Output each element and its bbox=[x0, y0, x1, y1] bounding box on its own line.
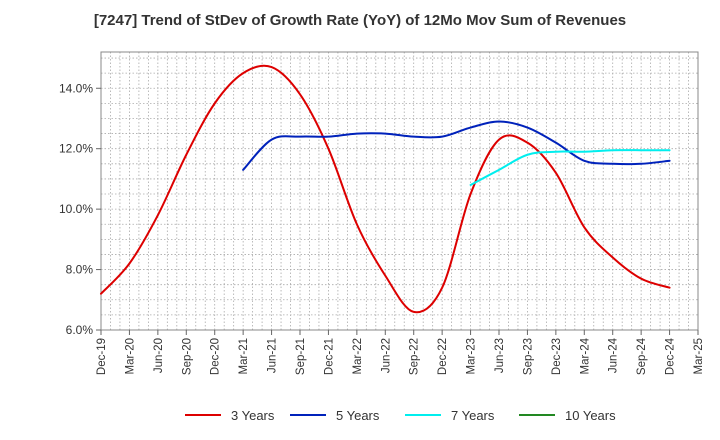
legend-item-10-years: 10 Years bbox=[519, 404, 616, 426]
x-tick-label: Sep-20 bbox=[181, 338, 193, 375]
y-tick-label: 12.0% bbox=[59, 142, 93, 156]
plot-area-border bbox=[100, 51, 699, 331]
x-tick-label: Mar-21 bbox=[238, 338, 250, 374]
y-axis-ticks: 6.0% 8.0% 10.0% 12.0% 14.0% bbox=[59, 81, 101, 337]
legend-item-7-years: 7 Years bbox=[405, 404, 494, 426]
x-tick-label: Jun-20 bbox=[153, 338, 165, 373]
y-tick-label: 6.0% bbox=[66, 323, 94, 337]
x-tick-label: Sep-22 bbox=[409, 338, 421, 375]
series-line-7-years bbox=[469, 149, 671, 186]
legend-item-3-years: 3 Years bbox=[185, 404, 274, 426]
legend-swatch-7-years bbox=[405, 414, 441, 416]
series-lines bbox=[100, 64, 671, 314]
x-tick-label: Sep-21 bbox=[295, 338, 307, 375]
legend-label-3-years: 3 Years bbox=[231, 407, 275, 423]
y-tick-label: 8.0% bbox=[66, 263, 94, 277]
legend-label-5-years: 5 Years bbox=[336, 407, 380, 423]
x-tick-label: Dec-22 bbox=[437, 338, 449, 375]
legend-swatch-10-years bbox=[519, 414, 555, 416]
legend: 3 Years 5 Years 7 Years 10 Years bbox=[0, 404, 720, 426]
x-tick-label: Mar-25 bbox=[693, 338, 705, 374]
legend-swatch-5-years bbox=[290, 414, 326, 416]
legend-item-5-years: 5 Years bbox=[290, 404, 379, 426]
legend-swatch-3-years bbox=[185, 414, 221, 416]
x-tick-label: Mar-22 bbox=[352, 338, 364, 374]
legend-label-7-years: 7 Years bbox=[451, 407, 495, 423]
x-tick-label: Sep-23 bbox=[522, 338, 534, 375]
x-tick-label: Jun-24 bbox=[608, 337, 620, 373]
grid-lines bbox=[101, 52, 698, 330]
series-line-5-years bbox=[242, 120, 671, 171]
x-tick-label: Mar-24 bbox=[579, 337, 591, 374]
series-line-3-years bbox=[100, 64, 671, 314]
x-tick-label: Jun-22 bbox=[380, 338, 392, 373]
x-tick-label: Dec-24 bbox=[665, 337, 677, 375]
x-tick-label: Dec-20 bbox=[210, 338, 222, 375]
x-tick-label: Jun-23 bbox=[494, 338, 506, 373]
x-tick-label: Mar-20 bbox=[124, 338, 136, 374]
legend-label-10-years: 10 Years bbox=[565, 407, 616, 423]
x-axis-ticks: Dec-19 Mar-20 Jun-20 Sep-20 Dec-20 Mar-21 Jun-… bbox=[96, 330, 705, 375]
x-tick-label: Jun-21 bbox=[267, 338, 279, 373]
y-tick-label: 10.0% bbox=[59, 202, 93, 216]
x-tick-label: Dec-21 bbox=[323, 338, 335, 375]
x-tick-label: Mar-23 bbox=[466, 338, 478, 374]
x-tick-label: Sep-24 bbox=[636, 337, 648, 375]
y-tick-label: 14.0% bbox=[59, 81, 93, 95]
x-tick-label: Dec-19 bbox=[96, 338, 108, 375]
chart-title: [7247] Trend of StDev of Growth Rate (Yo… bbox=[93, 12, 627, 29]
x-tick-label: Dec-23 bbox=[551, 338, 563, 375]
